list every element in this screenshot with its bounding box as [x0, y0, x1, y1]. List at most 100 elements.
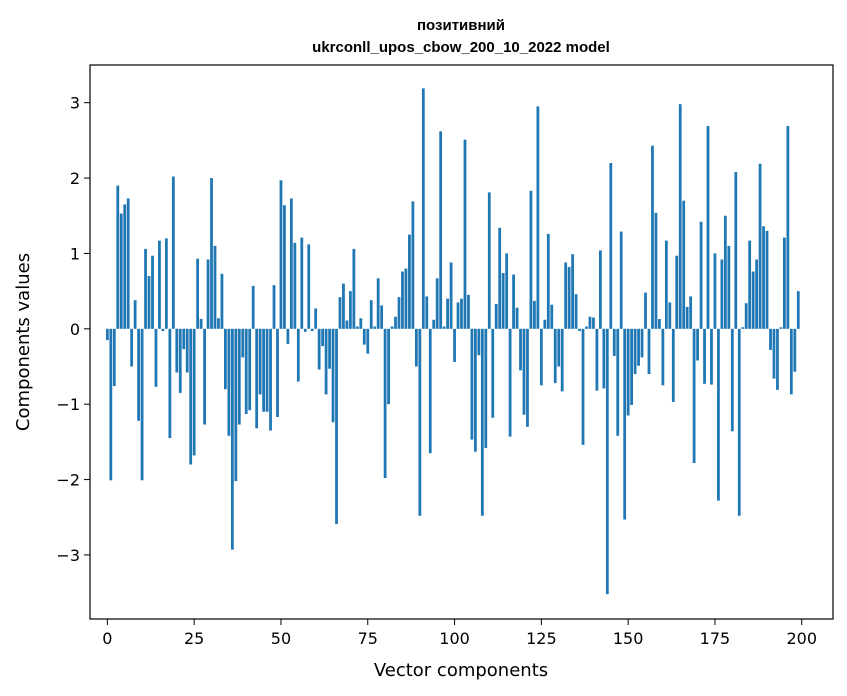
bar-component-92 — [425, 296, 429, 329]
bar-component-126 — [543, 319, 547, 329]
bar-component-31 — [213, 245, 217, 329]
bar-component-30 — [210, 178, 213, 329]
bar-component-5 — [123, 204, 127, 329]
bar-component-134 — [571, 254, 574, 329]
bar-component-64 — [328, 328, 331, 369]
bar-component-89 — [414, 328, 418, 367]
bar-component-148 — [619, 231, 623, 329]
bar-component-25 — [192, 328, 196, 456]
bar-component-15 — [158, 240, 161, 329]
bar-component-145 — [609, 162, 613, 329]
x-tick-label: 125 — [526, 629, 557, 648]
bar-component-125 — [539, 328, 543, 386]
bar-component-174 — [710, 328, 713, 385]
bar-component-153 — [637, 328, 640, 366]
bar-component-162 — [668, 302, 672, 329]
bar-component-46 — [265, 328, 269, 412]
bar-component-73 — [359, 318, 363, 329]
bar-component-22 — [182, 328, 186, 350]
bar-component-151 — [630, 328, 634, 405]
bar-component-170 — [696, 328, 699, 361]
bar-component-138 — [585, 326, 588, 329]
bar-component-155 — [644, 292, 647, 329]
y-tick-label: −1 — [56, 395, 80, 414]
bar-component-160 — [661, 328, 665, 386]
bar-component-105 — [470, 328, 474, 440]
bar-component-54 — [293, 242, 297, 329]
bar-component-20 — [175, 328, 179, 373]
bar-component-7 — [130, 328, 134, 367]
bar-component-171 — [699, 221, 703, 329]
bar-component-111 — [491, 328, 495, 418]
y-tick-label: 2 — [70, 169, 80, 188]
bar-component-47 — [269, 328, 272, 431]
bar-component-183 — [741, 327, 745, 329]
bar-component-173 — [706, 126, 710, 329]
bar-component-191 — [769, 328, 772, 350]
bar-component-128 — [550, 304, 554, 329]
bar-component-121 — [526, 328, 529, 427]
y-tick-label: 3 — [70, 94, 80, 113]
bar-component-144 — [605, 328, 609, 595]
bar-component-142 — [598, 250, 602, 329]
bar-component-84 — [397, 297, 401, 329]
bar-component-178 — [723, 215, 727, 329]
bar-component-75 — [366, 328, 370, 354]
bar-component-9 — [137, 328, 140, 421]
y-axis: −3 −2 −1 0 1 2 3 — [56, 94, 90, 565]
x-tick-label: 75 — [358, 629, 378, 648]
bar-component-188 — [758, 163, 762, 329]
bar-component-53 — [289, 198, 293, 329]
bar-component-169 — [692, 328, 696, 463]
bar-component-101 — [456, 302, 460, 329]
bar-component-51 — [283, 205, 286, 329]
bar-component-19 — [171, 176, 175, 329]
bar-component-187 — [755, 259, 759, 329]
x-tick-label: 200 — [786, 629, 817, 648]
bar-component-14 — [154, 328, 158, 387]
bar-component-176 — [717, 328, 720, 501]
bar-component-184 — [744, 303, 748, 329]
bar-component-149 — [623, 328, 627, 520]
bar-component-23 — [185, 328, 189, 373]
bar-component-65 — [331, 328, 335, 423]
bar-component-57 — [303, 328, 307, 332]
bar-component-87 — [408, 234, 411, 329]
bar-component-197 — [789, 328, 793, 395]
bar-component-88 — [411, 201, 415, 329]
bar-component-127 — [546, 233, 550, 329]
y-tick-label: −3 — [56, 546, 80, 565]
bar-component-131 — [560, 328, 564, 392]
bar-component-17 — [164, 238, 168, 329]
x-tick-label: 25 — [184, 629, 204, 648]
bar-component-117 — [512, 274, 515, 329]
bar-component-26 — [196, 258, 200, 329]
bar-component-11 — [144, 248, 147, 329]
bar-component-62 — [321, 328, 325, 347]
bar-component-177 — [720, 259, 724, 329]
bar-component-80 — [383, 328, 387, 479]
bar-component-78 — [376, 278, 380, 329]
y-tick-label: 1 — [70, 244, 80, 263]
bar-series — [105, 88, 800, 595]
bar-component-107 — [477, 328, 481, 356]
y-tick-label: 0 — [70, 320, 80, 339]
bar-component-69 — [345, 320, 349, 329]
bar-component-40 — [244, 328, 248, 414]
bar-component-198 — [793, 328, 797, 372]
bar-component-94 — [432, 319, 436, 329]
bar-component-97 — [442, 326, 446, 329]
bar-component-180 — [730, 328, 734, 432]
bar-component-86 — [404, 268, 408, 329]
bar-component-93 — [428, 328, 432, 454]
bar-component-16 — [161, 328, 165, 332]
bar-component-156 — [647, 328, 651, 375]
bar-component-48 — [272, 285, 276, 329]
bar-component-189 — [762, 226, 765, 329]
bar-component-76 — [369, 300, 373, 329]
bar-component-163 — [671, 328, 675, 402]
bar-component-13 — [151, 255, 154, 329]
bar-component-164 — [675, 255, 679, 329]
bar-component-106 — [474, 328, 477, 452]
bar-component-36 — [230, 328, 234, 550]
